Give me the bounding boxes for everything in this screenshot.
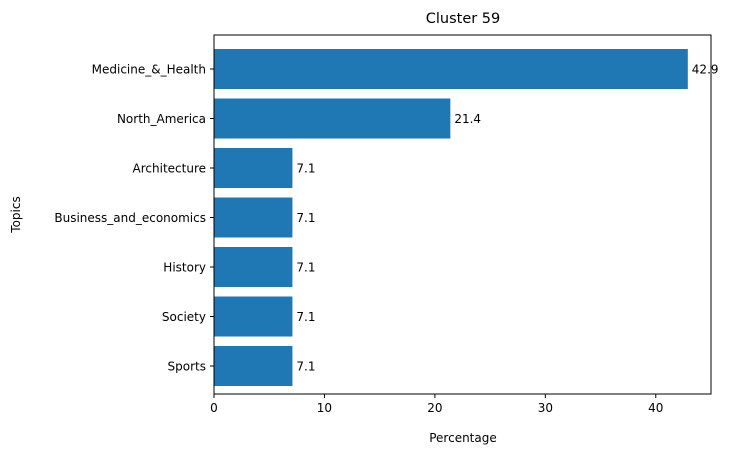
y-axis: Medicine_&_Health North_America Architectu… — [54, 63, 214, 374]
bars-group — [214, 49, 688, 386]
bar — [214, 247, 293, 287]
bar — [214, 98, 451, 139]
chart-title: Cluster 59 — [426, 11, 501, 27]
bar — [214, 296, 293, 337]
y-tick-label: Business_and_economics — [54, 211, 206, 225]
y-tick-label: Sports — [168, 360, 206, 374]
y-tick-label: Medicine_&_Health — [92, 63, 206, 77]
bar — [214, 49, 688, 89]
x-axis: 0 10 20 30 40 — [210, 394, 663, 415]
bar — [214, 197, 293, 238]
y-tick-label: History — [163, 261, 206, 275]
data-label: 7.1 — [296, 162, 315, 176]
plot-frame — [213, 34, 712, 395]
bar — [214, 346, 293, 386]
y-axis-label: Topics — [9, 196, 23, 233]
data-label: 21.4 — [454, 112, 481, 126]
data-label: 7.1 — [296, 360, 315, 374]
data-label: 7.1 — [296, 310, 315, 324]
y-tick-label: Architecture — [133, 162, 206, 176]
x-tick-label: 30 — [538, 401, 553, 415]
x-tick-label: 0 — [210, 401, 218, 415]
data-label: 7.1 — [296, 261, 315, 275]
y-tick-label: Society — [162, 310, 206, 324]
x-axis-label: Percentage — [429, 431, 497, 445]
bar — [214, 148, 293, 188]
data-label: 42.9 — [692, 63, 719, 77]
x-tick-label: 10 — [317, 401, 332, 415]
x-tick-label: 40 — [648, 401, 663, 415]
data-labels-group: 42.9 21.4 7.1 7.1 7.1 7.1 7.1 — [296, 63, 718, 374]
x-tick-label: 20 — [427, 401, 442, 415]
data-label: 7.1 — [296, 211, 315, 225]
y-tick-label: North_America — [117, 112, 206, 126]
